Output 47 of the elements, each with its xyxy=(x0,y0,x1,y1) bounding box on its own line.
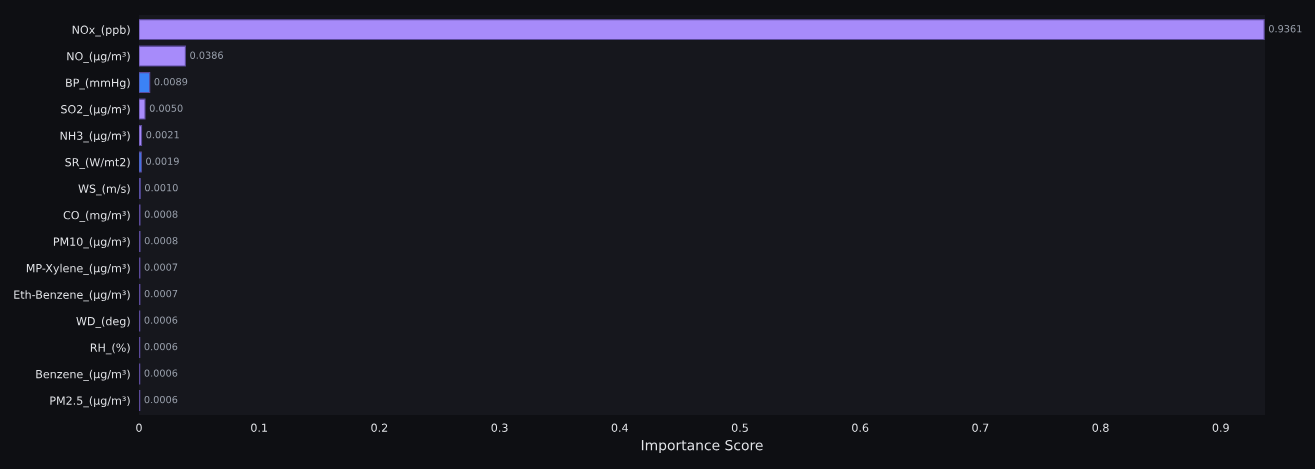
bar xyxy=(139,19,1265,41)
data-label: 0.0089 xyxy=(154,78,188,86)
data-label: 0.0006 xyxy=(144,316,178,324)
y-tick-label: Eth-Benzene_(µg/m³) xyxy=(14,290,130,302)
y-tick-label: PM2.5_(µg/m³) xyxy=(50,396,130,408)
y-tick-label: CO_(mg/m³) xyxy=(63,210,130,222)
x-tick-label: 0.3 xyxy=(491,423,508,432)
y-tick-label: RH_(%) xyxy=(90,343,130,355)
data-label: 0.0007 xyxy=(144,263,178,271)
y-tick-label: SO2_(µg/m³) xyxy=(61,104,130,116)
y-tick-label: BP_(mmHg) xyxy=(66,78,130,90)
data-label: 0.0006 xyxy=(144,369,178,377)
x-tick-label: 0.7 xyxy=(972,423,989,432)
x-tick-label: 0.8 xyxy=(1092,423,1109,432)
y-tick-label: PM10_(µg/m³) xyxy=(53,237,130,249)
x-tick-label: 0.1 xyxy=(251,423,268,432)
y-tick-label: SR_(W/mt2) xyxy=(65,157,130,169)
data-label: 0.0007 xyxy=(144,289,178,298)
data-label: 0.0050 xyxy=(149,104,183,112)
x-tick-label: 0.6 xyxy=(852,423,869,432)
x-tick-label: 0.9 xyxy=(1212,423,1229,432)
x-tick-label: 0.4 xyxy=(611,423,628,432)
x-tick-label: 0.5 xyxy=(731,423,748,432)
y-tick-label: WD_(deg) xyxy=(76,316,130,328)
data-label: 0.0010 xyxy=(145,183,178,192)
data-label: 0.0008 xyxy=(144,210,178,218)
bar xyxy=(139,151,142,173)
x-axis-title: Importance Score xyxy=(641,439,763,454)
bar xyxy=(139,45,186,67)
bar xyxy=(139,98,146,120)
data-label: 0.0386 xyxy=(190,51,223,59)
x-tick-label: 0 xyxy=(136,423,142,432)
y-tick-label: NH3_(µg/m³) xyxy=(60,131,130,143)
bar xyxy=(139,72,151,94)
bar xyxy=(139,125,143,147)
y-tick-label: NOx_(ppb) xyxy=(72,25,130,37)
y-tick-label: WS_(m/s) xyxy=(78,184,130,196)
x-tick-label: 0.2 xyxy=(371,423,388,432)
y-tick-label: MP-Xylene_(µg/m³) xyxy=(26,263,130,275)
data-label: 0.0019 xyxy=(146,157,179,165)
data-label: 0.0008 xyxy=(144,236,178,245)
data-label: 0.0006 xyxy=(144,395,178,404)
data-label: 0.0021 xyxy=(146,131,179,139)
data-label: 0.0006 xyxy=(144,342,178,351)
data-label: 0.9361 xyxy=(1268,25,1302,33)
y-tick-label: Benzene_(µg/m³) xyxy=(36,369,130,381)
y-tick-label: NO_(µg/m³) xyxy=(67,51,130,63)
